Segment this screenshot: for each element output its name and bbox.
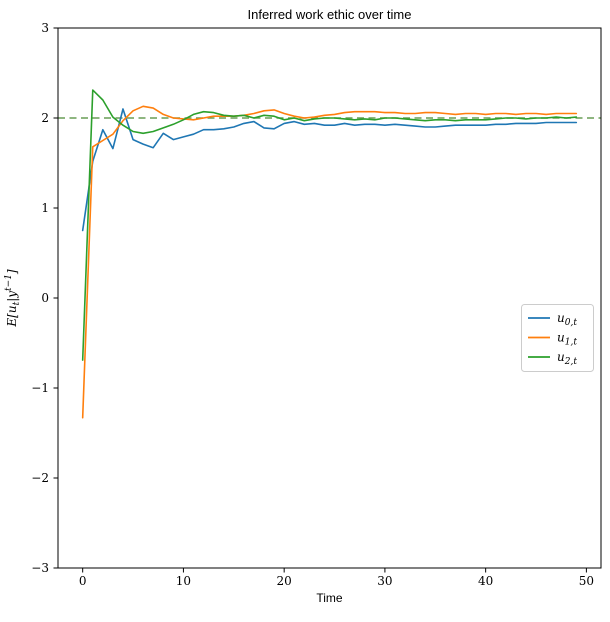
x-tick-label: 30 [377, 574, 392, 588]
legend: u0,t u1,t u2,t [521, 304, 594, 372]
legend-label-u2: u2,t [557, 350, 577, 367]
y-tick-label: 2 [41, 111, 49, 125]
x-tick-label: 0 [79, 574, 87, 588]
y-tick-label: 1 [41, 201, 49, 215]
x-axis-ticks: 0 10 20 30 40 50 [79, 568, 594, 588]
x-tick-label: 40 [478, 574, 493, 588]
legend-label-u1: u1,t [557, 331, 577, 348]
x-tick-label: 20 [277, 574, 292, 588]
series-lines [81, 89, 578, 419]
series-line-u0 [81, 108, 578, 232]
y-axis-ticks: −3 −2 −1 0 1 2 3 [31, 21, 58, 575]
x-tick-label: 50 [579, 574, 594, 588]
y-tick-label: 0 [41, 291, 49, 305]
y-tick-label: −1 [31, 381, 49, 395]
plot-area [57, 27, 602, 569]
chart-title: Inferred work ethic over time [247, 7, 411, 22]
series-line-u1 [81, 105, 578, 419]
legend-label-u0: u0,t [557, 311, 577, 328]
x-tick-label: 10 [176, 574, 191, 588]
series-line-u2 [81, 89, 578, 361]
legend-entries: u0,t u1,t u2,t [528, 311, 577, 367]
y-axis-label: E[ut|yt−1] [4, 269, 22, 328]
legend-box [521, 304, 594, 372]
y-tick-label: 3 [41, 21, 49, 35]
x-axis-label: Time [316, 591, 343, 605]
y-tick-label: −2 [31, 471, 49, 485]
y-tick-label: −3 [31, 561, 49, 575]
